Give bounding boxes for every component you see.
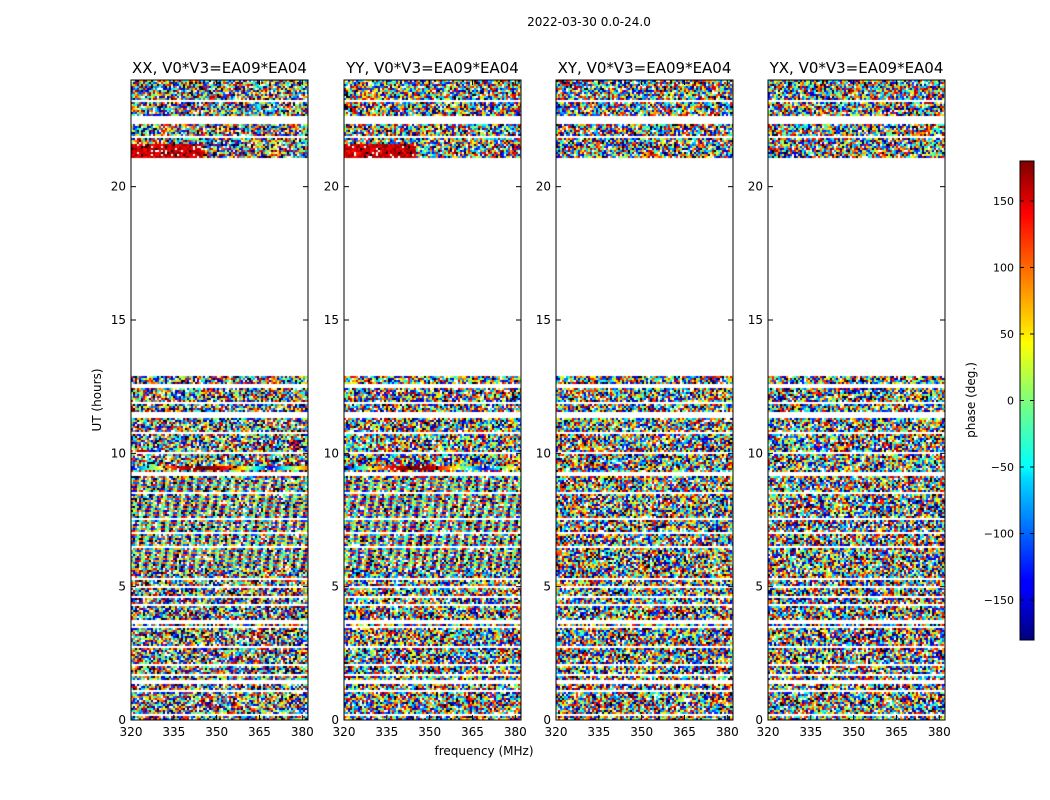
x-tick-label: 335 [375, 725, 398, 739]
x-tick-label: 335 [162, 725, 185, 739]
y-tick-label: 5 [331, 580, 339, 594]
y-tick-label: 0 [543, 713, 551, 727]
y-tick-label: 10 [748, 446, 763, 460]
colorbar-label: phase (deg.) [964, 362, 978, 438]
x-tick-label: 365 [248, 725, 271, 739]
panel-title-yx: YX, V0*V3=EA09*EA04 [769, 59, 944, 77]
x-tick-label: 350 [842, 725, 865, 739]
y-tick-label: 20 [324, 180, 339, 194]
y-tick-label: 0 [755, 713, 763, 727]
colorbar-tick-label: 0 [1007, 395, 1014, 408]
y-tick-label: 20 [748, 180, 763, 194]
y-tick-label: 15 [324, 313, 339, 327]
x-tick-label: 380 [928, 725, 951, 739]
x-tick-label: 350 [630, 725, 653, 739]
y-tick-label: 15 [748, 313, 763, 327]
x-axis-label: frequency (MHz) [434, 744, 533, 758]
y-tick-label: 0 [118, 713, 126, 727]
x-tick-label: 365 [673, 725, 696, 739]
phase-canvas [556, 80, 733, 720]
panel-yx: YX, V0*V3=EA09*EA04 320 335 350 365 380 0 5 10 15… [748, 59, 951, 739]
panel-yy: YY, V0*V3=EA09*EA04 320 335 350 365 380 0 5 10 15… [324, 59, 527, 739]
colorbar-tick-label: 150 [993, 195, 1014, 208]
y-tick-label: 10 [324, 446, 339, 460]
x-tick-label: 335 [799, 725, 822, 739]
colorbar-tick-label: −150 [984, 594, 1014, 607]
y-tick-label: 15 [536, 313, 551, 327]
x-tick-label: 320 [333, 725, 356, 739]
x-tick-label: 380 [291, 725, 314, 739]
suptitle: 2022-03-30 0.0-24.0 [527, 15, 651, 29]
panel-title-xy: XY, V0*V3=EA09*EA04 [558, 59, 732, 77]
colorbar: −150 −100 −50 0 50 100 150 phase (deg.) [964, 160, 1035, 641]
panel-frame [130, 79, 309, 721]
x-tick-label: 350 [418, 725, 441, 739]
colorbar-tick-label: 50 [1000, 328, 1014, 341]
x-tick-label: 320 [757, 725, 780, 739]
x-tick-label: 320 [545, 725, 568, 739]
phase-image-xy [556, 80, 733, 720]
x-tick-label: 380 [716, 725, 739, 739]
x-tick-label: 365 [885, 725, 908, 739]
phase-canvas [131, 80, 308, 720]
panel-xy: XY, V0*V3=EA09*EA04 320 335 350 365 380 0 5 10 15… [536, 59, 739, 739]
y-tick-label: 0 [331, 713, 339, 727]
x-tick-label: 320 [120, 725, 143, 739]
phase-image-yx [768, 80, 945, 720]
panel-xx: XX, V0*V3=EA09*EA04 320 335 350 365 380 0 5 10 15… [111, 59, 314, 739]
x-tick-label: 350 [205, 725, 228, 739]
y-tick-label: 5 [543, 580, 551, 594]
y-tick-label: 10 [536, 446, 551, 460]
phase-canvas [768, 80, 945, 720]
colorbar-tick-label: −100 [984, 528, 1014, 541]
colorbar-tick-label: 100 [993, 261, 1014, 274]
y-tick-label: 5 [118, 580, 126, 594]
panel-title-yy: YY, V0*V3=EA09*EA04 [345, 59, 519, 77]
x-tick-label: 335 [587, 725, 610, 739]
panel-frame [555, 79, 734, 721]
phase-canvas [344, 80, 521, 720]
panel-frame [767, 79, 946, 721]
phase-image-xx [131, 80, 308, 720]
y-tick-label: 10 [111, 446, 126, 460]
x-tick-label: 365 [461, 725, 484, 739]
colorbar-tick-label: −50 [991, 461, 1014, 474]
panel-title-xx: XX, V0*V3=EA09*EA04 [132, 59, 307, 77]
colorbar-ticks: −150 −100 −50 0 50 100 150 [984, 195, 1034, 607]
y-tick-label: 5 [755, 580, 763, 594]
panel-frame [343, 79, 522, 721]
y-tick-label: 15 [111, 313, 126, 327]
y-tick-label: 20 [111, 180, 126, 194]
x-tick-label: 380 [504, 725, 527, 739]
y-axis-label: UT (hours) [90, 368, 104, 431]
panels: XX, V0*V3=EA09*EA04 320 335 350 365 380 0 5 10 15… [111, 59, 951, 739]
y-tick-label: 20 [536, 180, 551, 194]
phase-image-yy [344, 80, 521, 720]
